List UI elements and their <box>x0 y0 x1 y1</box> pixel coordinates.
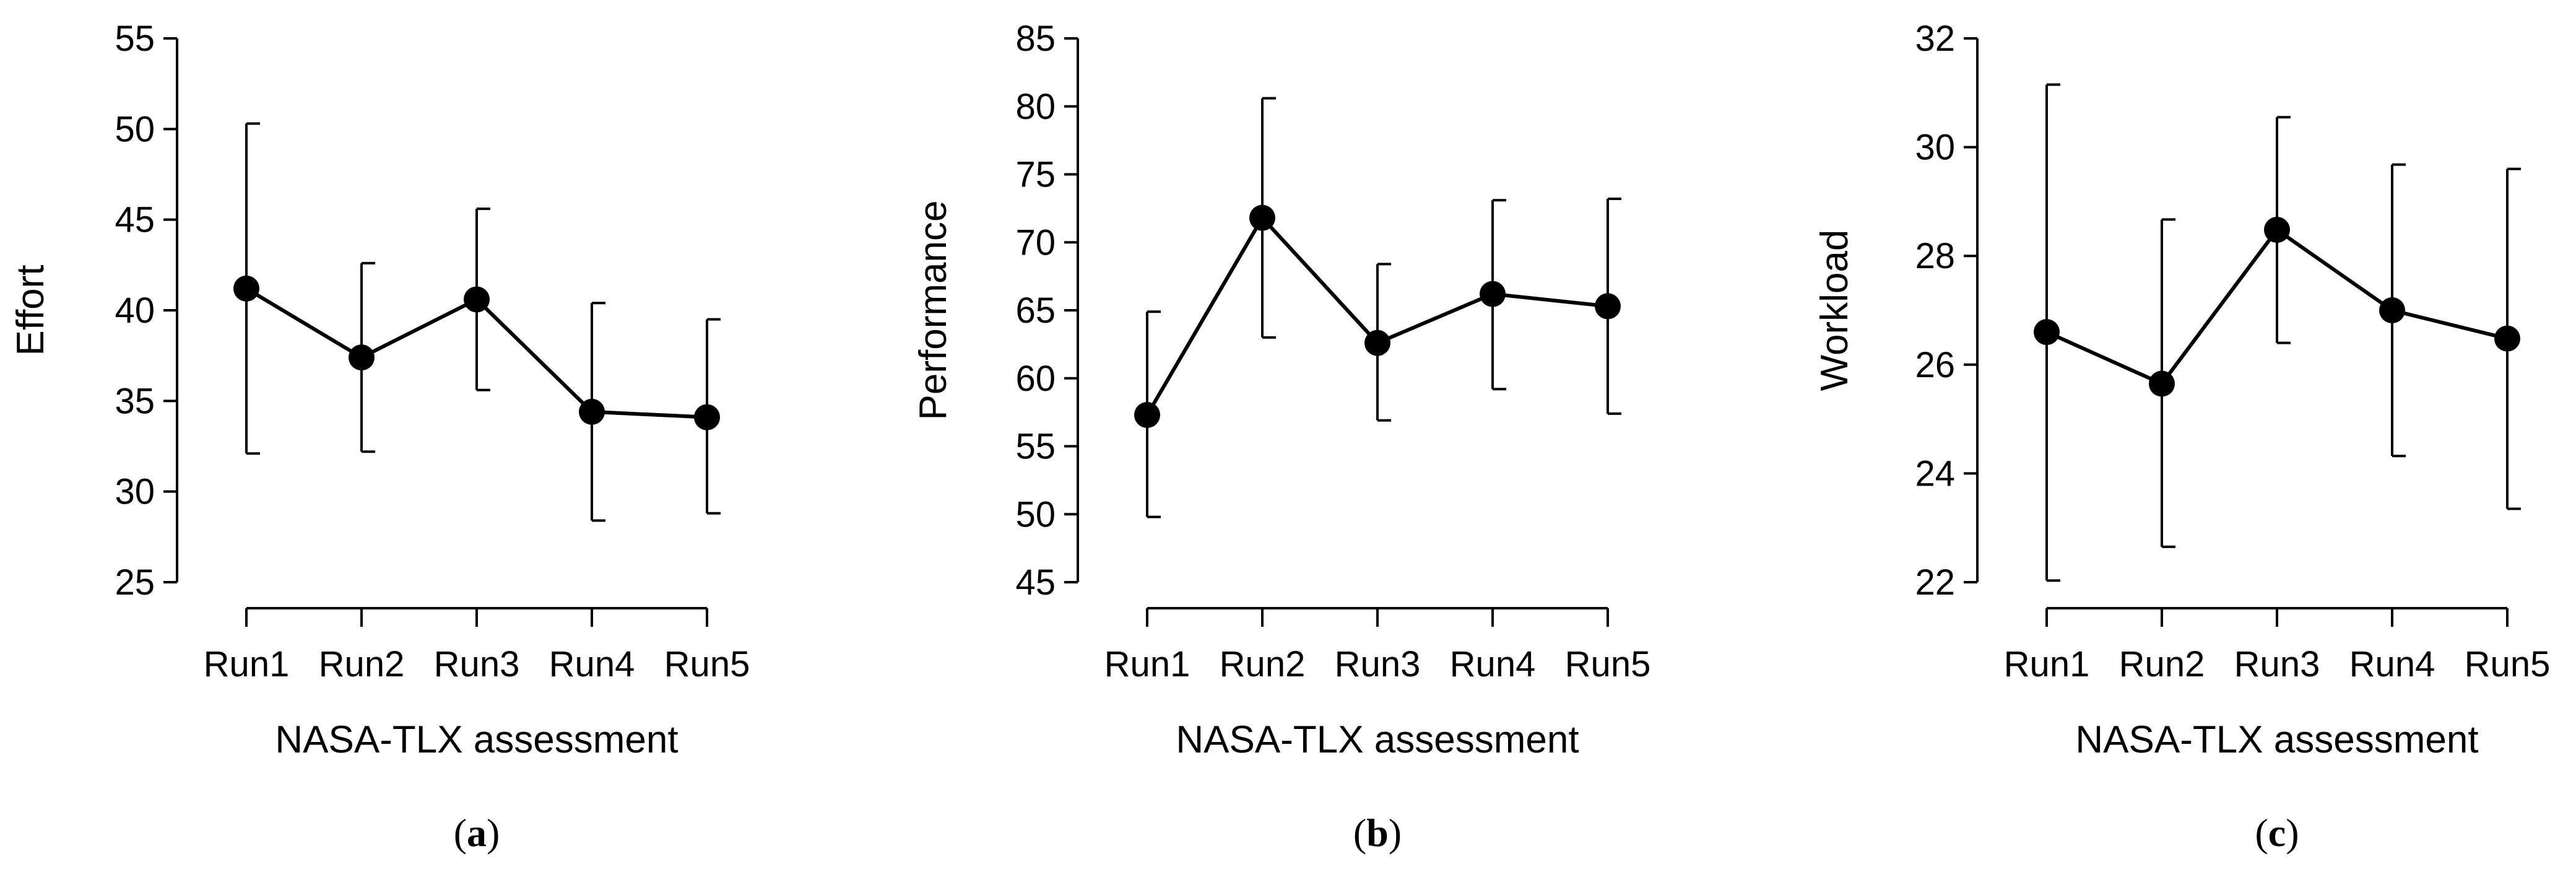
x-tick-label: Run4 <box>2349 644 2435 684</box>
x-tick-label: Run3 <box>434 644 520 684</box>
data-point <box>2264 217 2290 243</box>
x-tick-label: Run1 <box>1104 644 1190 684</box>
data-point <box>2149 370 2175 397</box>
x-tick-label: Run4 <box>1450 644 1536 684</box>
x-tick-label: Run1 <box>2004 644 2090 684</box>
panel-label-open-paren: ( <box>454 811 467 855</box>
y-tick-label: 32 <box>1915 19 1955 59</box>
x-tick-label: Run5 <box>664 644 750 684</box>
data-point <box>2494 325 2520 352</box>
chart-panel-c: 22 24 26 28 30 32 Run1 Run2 Run3 Run4 Run5 NASA-TLX… <box>1813 19 2550 855</box>
panel-label-letter: a <box>467 811 487 855</box>
y-tick-label: 35 <box>115 381 155 421</box>
y-tick-label: 55 <box>1015 427 1056 467</box>
x-tick-label: Run3 <box>1335 644 1421 684</box>
y-tick-label: 24 <box>1915 453 1955 494</box>
data-point <box>1595 293 1621 320</box>
y-tick-label: 45 <box>115 200 155 240</box>
y-tick-label: 25 <box>115 562 155 603</box>
x-tick-label: Run5 <box>1565 644 1651 684</box>
y-tick-label: 60 <box>1015 359 1056 399</box>
x-tick-label: Run5 <box>2465 644 2551 684</box>
panel-label: (a) <box>454 811 500 855</box>
chart-panel-a: 25 30 35 40 45 50 55 Run1 Run2 Run3 Run4 Run5 NASA-T… <box>9 19 750 855</box>
panel-label-open-paren: ( <box>1353 811 1366 855</box>
y-tick-label: 75 <box>1015 155 1056 195</box>
panel-label: (c) <box>2255 811 2299 855</box>
data-point <box>1134 402 1160 429</box>
y-axis-title: Workload <box>1813 230 1856 391</box>
panel-label: (b) <box>1353 811 1402 855</box>
y-tick-label: 26 <box>1915 345 1955 385</box>
x-tick-label: Run4 <box>549 644 635 684</box>
y-axis-title: Performance <box>912 201 955 421</box>
y-tick-label: 30 <box>115 472 155 512</box>
data-point <box>2379 297 2405 323</box>
y-tick-label: 85 <box>1015 19 1056 59</box>
y-tick-label: 30 <box>1915 128 1955 168</box>
panel-label-open-paren: ( <box>2255 811 2268 855</box>
y-tick-label: 65 <box>1015 290 1056 331</box>
x-tick-label: Run2 <box>319 644 405 684</box>
data-point <box>2034 319 2060 346</box>
y-tick-label: 40 <box>115 290 155 331</box>
x-tick-label: Run3 <box>2234 644 2320 684</box>
data-point <box>349 344 375 371</box>
y-axis-title: Effort <box>9 264 52 356</box>
data-point <box>694 404 720 430</box>
data-point <box>1249 204 1275 231</box>
x-tick-label: Run2 <box>1220 644 1306 684</box>
y-tick-label: 80 <box>1015 87 1056 127</box>
chart-panel-b: 45 50 55 60 65 70 75 80 85 Run1 Run2 Run3 Run4 Run5 NA… <box>912 19 1650 855</box>
data-point <box>233 275 259 302</box>
x-tick-label: Run1 <box>204 644 290 684</box>
y-tick-label: 70 <box>1015 222 1056 263</box>
x-tick-label: Run2 <box>2119 644 2205 684</box>
y-tick-label: 22 <box>1915 562 1955 603</box>
data-point <box>1480 281 1506 307</box>
data-point <box>464 286 490 313</box>
panel-label-close-paren: ) <box>487 811 500 855</box>
y-tick-label: 50 <box>1015 494 1056 534</box>
y-tick-label: 28 <box>1915 236 1955 276</box>
data-point <box>579 398 605 425</box>
data-point <box>1364 329 1390 356</box>
panel-label-letter: c <box>2268 811 2286 855</box>
y-tick-label: 45 <box>1015 562 1056 603</box>
y-tick-label: 55 <box>115 19 155 59</box>
x-axis-title: NASA-TLX assessment <box>275 718 678 761</box>
panel-label-close-paren: ) <box>2286 811 2299 855</box>
x-axis-title: NASA-TLX assessment <box>1176 718 1579 761</box>
x-axis-title: NASA-TLX assessment <box>2075 718 2478 761</box>
y-tick-label: 50 <box>115 109 155 149</box>
panel-label-close-paren: ) <box>1389 811 1402 855</box>
panel-label-letter: b <box>1366 811 1389 855</box>
